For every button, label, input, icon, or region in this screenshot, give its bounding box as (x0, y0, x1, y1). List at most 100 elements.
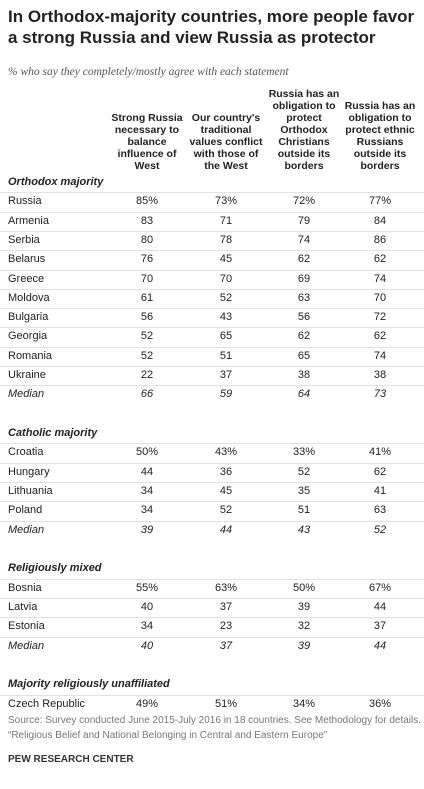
row-separator (0, 694, 424, 696)
cell: 32 (297, 620, 311, 633)
cell: 41% (368, 446, 392, 459)
cell: 40 (140, 639, 154, 652)
cell: 44 (140, 465, 154, 478)
cell: 63 (297, 291, 311, 304)
row-label: Lithuania (8, 485, 53, 497)
cell: 72 (373, 311, 387, 324)
cell: 51% (214, 697, 238, 710)
cell: 51 (219, 349, 233, 362)
cell: 73 (373, 388, 387, 401)
row-label: Bosnia (8, 581, 42, 594)
cell: 76 (140, 253, 154, 266)
column-header: Our country's traditional values conflic… (189, 112, 263, 172)
cell: 74 (297, 233, 311, 246)
cell: 36% (368, 697, 392, 710)
cell: 83 (140, 214, 154, 227)
cell: 34 (140, 504, 154, 517)
row-separator (0, 366, 424, 367)
cell: 52 (219, 504, 233, 517)
cell: 70 (373, 291, 387, 304)
cell: 62 (297, 253, 311, 266)
cell: 39 (140, 523, 154, 536)
cell: 74 (373, 349, 387, 362)
row-label: Czech Republic (8, 697, 86, 710)
row-separator (0, 211, 424, 213)
row-label: Serbia (8, 233, 40, 246)
row-label: Moldova (8, 291, 50, 304)
row-label: Greece (8, 272, 45, 285)
cell: 34% (292, 697, 316, 710)
cell: 78 (219, 233, 233, 246)
row-label: Median (8, 388, 45, 401)
column-header: Strong Russia necessary to balance influ… (111, 112, 183, 172)
cell: 34 (140, 485, 154, 497)
cell: 37 (373, 620, 387, 633)
cell: 50% (135, 446, 159, 459)
cell: 70 (219, 272, 233, 285)
cell: 39 (297, 601, 311, 613)
cell: 86 (373, 233, 387, 246)
cell: 63 (373, 504, 387, 517)
cell: 43 (297, 523, 311, 536)
cell: 38 (373, 369, 387, 381)
row-separator (0, 482, 424, 483)
cell: 41 (373, 485, 387, 497)
row-label: Poland (8, 504, 43, 517)
cell: 65 (219, 330, 233, 343)
cell: 61 (140, 291, 154, 304)
footer: PEW RESEARCH CENTER (8, 754, 134, 765)
row-separator (0, 501, 424, 503)
cell: 34 (140, 620, 154, 633)
cell: 56 (297, 311, 311, 324)
row-label: Ukraine (8, 369, 46, 381)
row-label: Bulgaria (8, 311, 49, 324)
cell: 39 (297, 639, 311, 652)
cell: 65 (297, 349, 311, 362)
cell: 50% (292, 581, 316, 594)
source: Source: Survey conducted June 2015-July … (8, 715, 422, 726)
cell: 38 (297, 369, 311, 381)
cell: 49% (135, 697, 159, 710)
cell: 52 (297, 465, 311, 478)
cell: 43% (214, 446, 238, 459)
group-header: Religiously mixed (8, 562, 102, 575)
title: In Orthodox-majority countries, more peo… (8, 7, 415, 47)
cell: 52 (140, 330, 154, 343)
cell: 33% (292, 446, 316, 459)
cell: 84 (373, 214, 387, 227)
cell: 45 (219, 253, 233, 266)
row-label: Croatia (8, 446, 44, 459)
row-label: Estonia (8, 620, 45, 633)
row-separator (0, 230, 424, 232)
cell: 59 (219, 388, 233, 401)
cell: 63% (214, 581, 238, 594)
cell: 40 (140, 601, 154, 613)
row-label: Georgia (8, 330, 48, 343)
row-label: Armenia (8, 214, 49, 227)
row-separator (0, 578, 424, 580)
cell: 43 (219, 311, 233, 324)
row-separator (0, 192, 424, 194)
cell: 52 (373, 523, 387, 536)
cell: 62 (373, 253, 387, 266)
cell: 51 (297, 504, 311, 517)
row-label: Latvia (8, 601, 38, 613)
cell: 45 (219, 485, 233, 497)
cell: 36 (219, 465, 233, 478)
row-separator (0, 327, 424, 329)
cell: 44 (373, 601, 387, 613)
cell: 80 (140, 233, 154, 246)
column-header: Russia has an obligation to protect Orth… (268, 88, 340, 172)
row-separator (0, 250, 424, 252)
row-separator (0, 636, 424, 638)
group-header: Majority religiously unaffiliated (8, 678, 170, 691)
row-label: Romania (8, 349, 53, 362)
cell: 62 (297, 330, 311, 343)
cell: 72% (292, 195, 316, 208)
cell: 85% (135, 195, 159, 208)
cell: 37 (219, 601, 233, 613)
cell: 74 (373, 272, 387, 285)
group-header: Catholic majority (8, 427, 98, 440)
cell: 23 (219, 620, 233, 633)
